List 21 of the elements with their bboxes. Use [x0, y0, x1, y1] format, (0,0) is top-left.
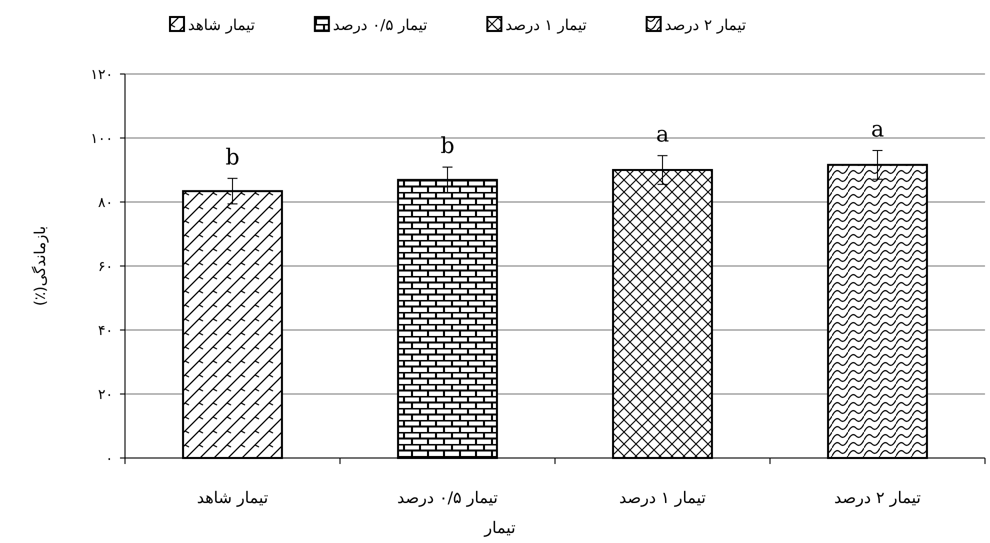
- y-tick-label: ۱۰۰: [90, 131, 113, 147]
- y-tick-label: ۲۰: [98, 387, 113, 403]
- annotation: b: [440, 134, 455, 160]
- legend-label: تیمار ۰/۵ درصد: [332, 16, 428, 34]
- legend-label: تیمار ۲ درصد: [664, 16, 746, 34]
- legend-label: تیمار شاهد: [188, 16, 255, 34]
- x-axis-title: تیمار: [483, 518, 516, 537]
- y-tick-label: ۱۲۰: [90, 67, 113, 83]
- x-tick-label: تیمار ۰/۵ درصد: [397, 488, 498, 507]
- x-tick-label: تیمار ۲ درصد: [834, 488, 921, 507]
- y-tick-label: ۴۰: [98, 323, 113, 339]
- x-tick-label: تیمار ۱ درصد: [619, 488, 706, 507]
- annotation: a: [656, 122, 670, 148]
- x-tick-label: تیمار شاهد: [196, 488, 268, 507]
- y-tick-label: ۶۰: [98, 259, 113, 275]
- annotation: b: [225, 145, 240, 170]
- y-tick-label: ۰: [105, 451, 113, 467]
- annotation: a: [870, 117, 884, 142]
- y-tick-label: ۸۰: [98, 195, 113, 211]
- y-axis-title: بازماندگی(٪): [31, 226, 49, 306]
- legend-label: تیمار ۱ درصد: [505, 16, 587, 34]
